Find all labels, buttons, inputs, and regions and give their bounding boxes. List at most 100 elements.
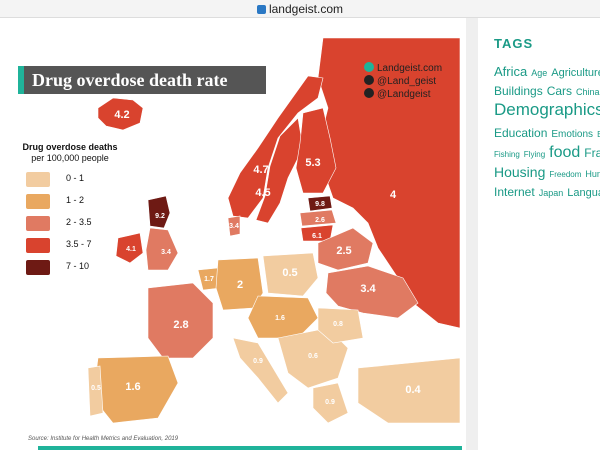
tag-link[interactable]: Housing <box>494 163 546 180</box>
label-netherlands: 1.7 <box>204 276 214 283</box>
social-links: Landgeist.com @Land_geist @Landgeist <box>364 62 442 101</box>
tag-link[interactable]: Africa <box>494 64 528 79</box>
label-lithuania: 6.1 <box>312 233 322 240</box>
sidebar: TAGS AfricaAgeAgricultureAirportsalcohol… <box>478 18 600 450</box>
page-content: 4.2 4.7 4.5 5.3 4 9.8 2.6 6.1 2.5 3.4 9.… <box>0 18 600 450</box>
region-romania <box>317 307 364 344</box>
label-france: 2.8 <box>173 319 188 331</box>
label-italy: 0.9 <box>253 358 263 365</box>
legend-subtitle: per 100,000 people <box>31 153 109 163</box>
legend-swatch <box>26 260 50 275</box>
region-estonia <box>307 195 333 212</box>
legend-swatch <box>26 238 50 253</box>
tag-link[interactable]: Employment <box>597 129 600 139</box>
divider <box>38 446 462 450</box>
tag-link[interactable]: Education <box>494 125 548 140</box>
legend-item: 0 - 1 <box>20 169 120 191</box>
label-poland: 0.5 <box>282 267 297 279</box>
map-title-bar: Drug overdose death rate <box>18 66 266 94</box>
title-accent-bar <box>18 66 24 94</box>
tag-link[interactable]: Fishing <box>494 150 520 160</box>
map-source: Source: Institute for Health Metrics and… <box>28 436 179 442</box>
tag-link[interactable]: Emotions <box>551 128 594 140</box>
label-norway: 4.7 <box>253 164 268 176</box>
region-scotland <box>147 195 171 229</box>
label-ukraine: 3.4 <box>360 283 376 295</box>
legend-item: 7 - 10 <box>20 257 120 279</box>
region-latvia <box>299 209 337 227</box>
label-serbia: 0.6 <box>308 353 318 360</box>
region-sweden <box>255 117 304 224</box>
tag-cloud: AfricaAgeAgricultureAirportsalcoholAnima… <box>494 62 600 201</box>
label-england: 3.4 <box>161 249 171 256</box>
legend-label: 0 - 1 <box>66 173 85 183</box>
region-turkey <box>357 357 460 424</box>
legend-swatch <box>26 216 50 231</box>
tag-link[interactable]: Age <box>531 68 548 78</box>
tag-link[interactable]: Freedom <box>549 169 582 179</box>
tags-title: TAGS <box>494 36 534 51</box>
legend-swatch <box>26 172 50 187</box>
url-label: landgeist.com <box>268 2 344 16</box>
url-text[interactable]: landgeist.com <box>0 2 600 16</box>
tag-link[interactable]: Human Rights <box>585 168 600 179</box>
tag-link[interactable]: Agriculture <box>551 67 600 79</box>
label-portugal: 0.5 <box>91 385 101 392</box>
legend-label: 3.5 - 7 <box>66 239 92 249</box>
label-germany: 2 <box>237 279 243 291</box>
tag-link[interactable]: Language <box>567 186 600 199</box>
region-england <box>145 227 179 271</box>
region-ukraine <box>325 265 419 319</box>
tag-link[interactable]: Cars <box>546 84 573 99</box>
article: 4.2 4.7 4.5 5.3 4 9.8 2.6 6.1 2.5 3.4 9.… <box>0 18 466 450</box>
legend-item: 2 - 3.5 <box>20 213 120 235</box>
globe-icon <box>364 62 374 72</box>
label-austria: 1.6 <box>275 315 285 322</box>
label-scotland: 9.2 <box>155 213 165 220</box>
legend-swatch <box>26 194 50 209</box>
browser-address-bar[interactable]: landgeist.com <box>0 0 600 18</box>
label-russia: 4 <box>390 189 397 201</box>
social-site: Landgeist.com <box>377 63 443 74</box>
region-france <box>147 282 214 359</box>
region-finland <box>295 107 337 194</box>
tag-link[interactable]: Japan <box>538 187 564 198</box>
region-poland <box>262 252 319 297</box>
region-ireland <box>115 232 144 264</box>
region-italy <box>232 337 289 404</box>
map-legend: Drug overdose deaths per 100,000 people … <box>20 142 120 279</box>
label-ireland: 4.1 <box>126 246 136 253</box>
label-greece: 0.9 <box>325 399 335 406</box>
label-belarus: 2.5 <box>336 245 351 257</box>
region-greece <box>312 382 349 424</box>
map-title: Drug overdose death rate <box>32 70 228 90</box>
region-denmark <box>227 215 241 237</box>
instagram-icon <box>364 75 374 85</box>
tag-link[interactable]: France <box>584 146 600 161</box>
europe-map: 4.2 4.7 4.5 5.3 4 9.8 2.6 6.1 2.5 3.4 9.… <box>18 38 460 450</box>
tag-link[interactable]: Buildings <box>494 84 543 99</box>
label-sweden: 4.5 <box>255 187 270 199</box>
social-instagram: @Land_geist <box>377 76 437 87</box>
twitter-icon <box>364 88 374 98</box>
label-finland: 5.3 <box>305 157 320 169</box>
legend-label: 7 - 10 <box>66 261 90 271</box>
map-image: 4.2 4.7 4.5 5.3 4 9.8 2.6 6.1 2.5 3.4 9.… <box>18 38 460 450</box>
lock-icon <box>256 5 266 14</box>
label-latvia: 2.6 <box>315 217 325 224</box>
label-denmark: 3.4 <box>229 223 239 230</box>
legend-label: 1 - 2 <box>66 195 85 205</box>
region-portugal <box>87 365 104 417</box>
legend-title: Drug overdose deaths <box>22 142 118 152</box>
social-twitter: @Landgeist <box>377 89 431 100</box>
region-belarus <box>317 227 374 271</box>
tag-link[interactable]: Internet <box>494 184 535 199</box>
legend-label: 2 - 3.5 <box>66 217 92 227</box>
label-iceland: 4.2 <box>114 109 129 121</box>
legend-item: 3.5 - 7 <box>20 235 120 257</box>
label-romania: 0.8 <box>333 321 343 328</box>
tag-link[interactable]: Flying <box>523 150 546 160</box>
tag-link[interactable]: food <box>549 144 581 162</box>
tag-link[interactable]: China <box>576 87 600 98</box>
tag-link[interactable]: Demographics <box>494 100 600 120</box>
